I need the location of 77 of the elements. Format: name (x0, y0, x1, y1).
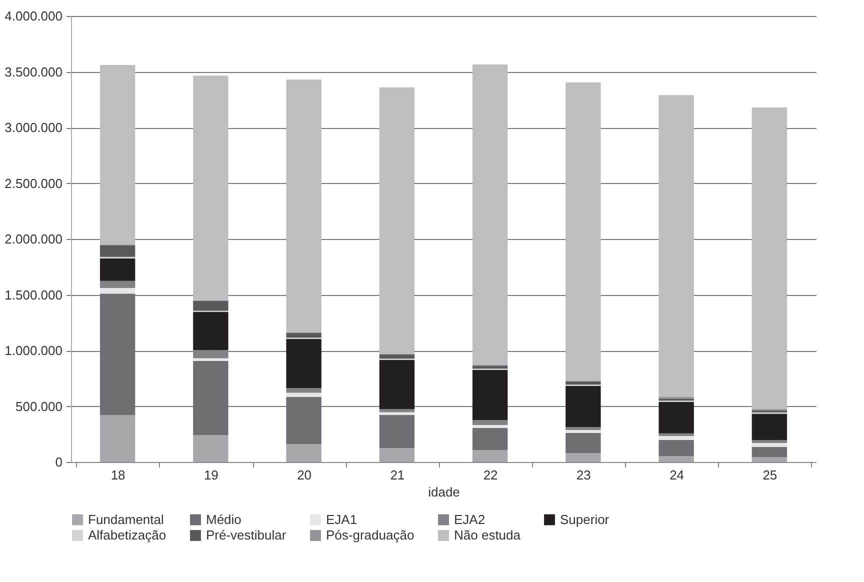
y-tick-label: 2.000.000 (4, 232, 62, 246)
bar (472, 424, 508, 428)
y-tick-label: 1.500.000 (4, 287, 62, 302)
y-tick-label: 500.000 (16, 398, 62, 414)
bar (193, 358, 228, 361)
x-tick-label: 20 (297, 468, 312, 482)
bar (566, 381, 601, 385)
bar (379, 360, 415, 410)
bar (752, 443, 788, 447)
bar (472, 64, 508, 365)
bar (566, 82, 601, 381)
bar (658, 433, 694, 436)
legend-label: Alfabetização (88, 528, 166, 542)
bar (286, 444, 322, 462)
bar (566, 386, 601, 427)
bar (379, 354, 415, 359)
x-tick-label: 19 (204, 468, 218, 482)
bar (100, 65, 136, 245)
x-tick-label: 23 (576, 468, 591, 482)
bar (658, 456, 694, 462)
y-tick-label: 3.500.000 (4, 64, 62, 80)
bar (100, 245, 136, 257)
bar (658, 440, 694, 456)
bar (193, 300, 228, 311)
bar (193, 435, 228, 462)
bar (100, 288, 136, 294)
x-tick-label: 21 (390, 468, 405, 482)
bar (379, 415, 415, 448)
bar (193, 312, 228, 350)
bar (286, 339, 322, 388)
legend-label: Fundamental (88, 512, 164, 527)
legend-label: Pré-vestibular (206, 528, 287, 542)
y-tick-label: 4.000.000 (4, 8, 62, 24)
bar (472, 428, 508, 450)
y-tick-label: 2.500.000 (4, 176, 62, 191)
bar (193, 76, 228, 300)
bar (379, 409, 415, 412)
bar (752, 414, 788, 440)
bar (286, 392, 322, 397)
x-tick-label: 24 (670, 468, 684, 482)
bar (472, 450, 508, 462)
bar (100, 280, 136, 288)
legend-label: Pós-graduação (326, 528, 414, 542)
legend-label: Superior (560, 512, 610, 527)
bar (193, 350, 228, 358)
bar (752, 446, 788, 457)
bar (286, 388, 322, 393)
y-tick-label: 3.000.000 (4, 120, 62, 135)
y-tick-label: 0 (55, 454, 62, 470)
bar (566, 433, 601, 453)
bar (566, 452, 601, 462)
bar (286, 80, 322, 332)
bar (100, 258, 136, 281)
bar (472, 420, 508, 425)
bar (472, 370, 508, 420)
bar (286, 332, 322, 338)
y-tick-label: 1.000.000 (4, 343, 62, 358)
x-axis-title: idade (428, 484, 460, 500)
bar (752, 107, 788, 409)
bar (658, 436, 694, 440)
bar (658, 95, 694, 397)
legend-label: Médio (206, 512, 242, 527)
bar (566, 426, 601, 430)
bar (100, 415, 136, 462)
bar (379, 87, 415, 354)
bar (658, 402, 694, 434)
x-tick-label: 22 (483, 468, 498, 482)
legend-label: EJA1 (326, 512, 358, 527)
bar (472, 366, 508, 369)
x-tick-label: 18 (110, 468, 126, 482)
x-tick-label: 25 (762, 468, 778, 482)
bar (752, 440, 788, 444)
bar (752, 456, 788, 462)
legend-label: EJA2 (454, 512, 486, 527)
legend-label: Não estuda (454, 528, 522, 542)
bar (566, 430, 601, 434)
bar (379, 448, 415, 462)
